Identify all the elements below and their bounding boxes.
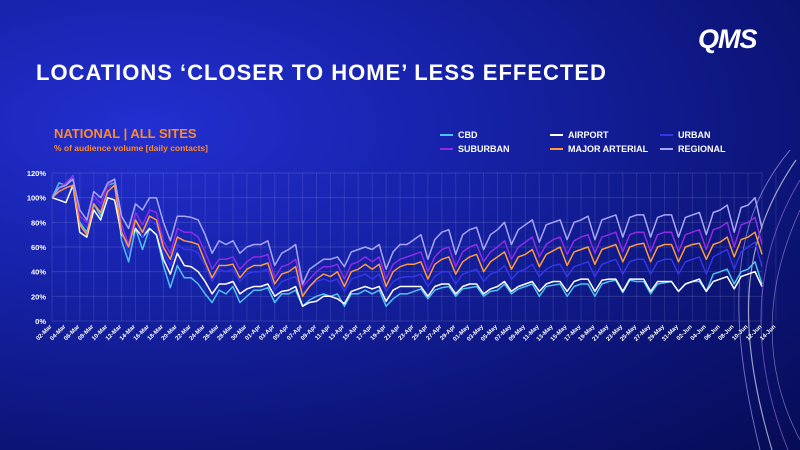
series-line-suburban [51,174,763,288]
legend-swatch-suburban [440,148,453,150]
y-tick-label: 100% [27,194,47,203]
legend-label-major-arterial: MAJOR ARTERIAL [568,144,649,154]
legend-label-urban: URBAN [678,130,711,140]
qms-logo: QMS [698,24,758,54]
y-tick-label: 80% [31,218,46,227]
slide-title: LOCATIONS ‘CLOSER TO HOME’ LESS EFFECTED [36,60,607,85]
legend-swatch-urban [660,134,673,136]
series-line-airport [51,184,763,307]
chart-subtitle: % of audience volume [daily contacts] [54,143,208,153]
legend-label-suburban: SUBURBAN [458,144,510,154]
legend-swatch-regional [660,148,673,150]
y-tick-label: 0% [35,317,46,326]
legend-swatch-major-arterial [550,148,563,150]
legend-item-airport: AIRPORT [550,130,609,140]
legend-label-airport: AIRPORT [568,130,609,140]
y-tick-label: 20% [31,292,46,301]
legend-item-suburban: SUBURBAN [440,144,510,154]
series-line-regional [51,178,763,285]
y-tick-label: 40% [31,268,46,277]
x-tick-label: 14-Jun [759,324,777,342]
legend-label-regional: REGIONAL [678,144,726,154]
chart-title: NATIONAL | ALL SITES [54,126,197,141]
legend-item-major-arterial: MAJOR ARTERIAL [550,144,648,154]
legend-swatch-airport [550,134,563,136]
legend-item-cbd: CBD [440,130,478,140]
legend-item-urban: URBAN [660,130,711,140]
series-line-urban [51,178,763,295]
legend-swatch-cbd [440,134,453,136]
series-line-cbd [51,174,763,307]
legend-item-regional: REGIONAL [660,144,726,154]
y-tick-label: 120% [27,169,47,178]
decorative-light-streaks [738,150,800,450]
legend-label-cbd: CBD [458,130,478,140]
series-line-major-arterial [51,184,763,298]
y-tick-label: 60% [31,243,46,252]
